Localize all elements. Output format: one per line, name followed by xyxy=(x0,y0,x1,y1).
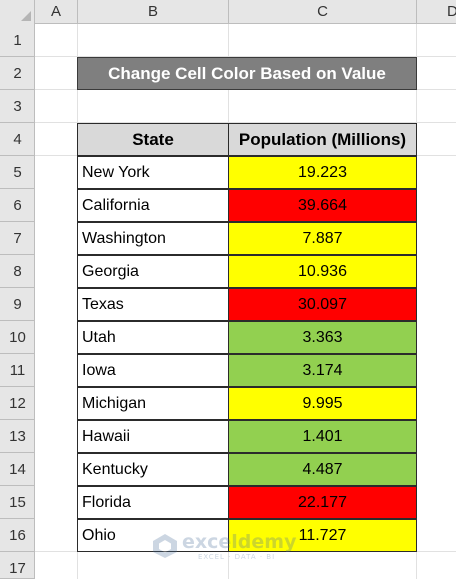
row-header-12[interactable]: 12 xyxy=(0,387,35,420)
state-cell[interactable]: Michigan xyxy=(77,387,229,420)
state-cell[interactable]: Washington xyxy=(77,222,229,255)
row-header-16[interactable]: 16 xyxy=(0,519,35,552)
header-population[interactable]: Population (Millions) xyxy=(228,123,417,156)
state-cell[interactable]: Hawaii xyxy=(77,420,229,453)
row-header-2[interactable]: 2 xyxy=(0,57,35,90)
row-header-3[interactable]: 3 xyxy=(0,90,35,123)
column-header-d[interactable]: D xyxy=(417,0,456,24)
population-cell[interactable]: 7.887 xyxy=(228,222,417,255)
watermark-tagline: EXCEL · DATA · BI xyxy=(198,553,276,561)
state-cell[interactable]: Florida xyxy=(77,486,229,519)
population-cell[interactable]: 22.177 xyxy=(228,486,417,519)
state-cell[interactable]: Georgia xyxy=(77,255,229,288)
state-cell[interactable]: Utah xyxy=(77,321,229,354)
header-state[interactable]: State xyxy=(77,123,229,156)
row-header-5[interactable]: 5 xyxy=(0,156,35,189)
row-header-14[interactable]: 14 xyxy=(0,453,35,486)
row-header-1[interactable]: 1 xyxy=(0,24,35,57)
row-header-17[interactable]: 17 xyxy=(0,552,35,579)
population-cell[interactable]: 4.487 xyxy=(228,453,417,486)
population-cell[interactable]: 9.995 xyxy=(228,387,417,420)
row-header-8[interactable]: 8 xyxy=(0,255,35,288)
population-cell[interactable]: 3.363 xyxy=(228,321,417,354)
state-cell[interactable]: Texas xyxy=(77,288,229,321)
row-header-10[interactable]: 10 xyxy=(0,321,35,354)
sheet-title[interactable]: Change Cell Color Based on Value xyxy=(77,57,417,90)
state-cell[interactable]: New York xyxy=(77,156,229,189)
row-header-15[interactable]: 15 xyxy=(0,486,35,519)
state-cell[interactable]: California xyxy=(77,189,229,222)
column-header-bar: A B C D xyxy=(0,0,456,24)
population-cell[interactable]: 19.223 xyxy=(228,156,417,189)
row-header-7[interactable]: 7 xyxy=(0,222,35,255)
row-header-13[interactable]: 13 xyxy=(0,420,35,453)
population-cell[interactable]: 3.174 xyxy=(228,354,417,387)
select-all-corner[interactable] xyxy=(0,0,35,24)
state-cell[interactable]: Ohio xyxy=(77,519,229,552)
column-header-c[interactable]: C xyxy=(229,0,417,24)
exceldemy-watermark: exceldemy EXCEL · DATA · BI xyxy=(152,531,312,563)
row-header-11[interactable]: 11 xyxy=(0,354,35,387)
population-cell[interactable]: 30.097 xyxy=(228,288,417,321)
population-cell[interactable]: 10.936 xyxy=(228,255,417,288)
population-cell[interactable]: 1.401 xyxy=(228,420,417,453)
gridline xyxy=(35,56,456,57)
row-header-column: 1 2 3 4 5 6 7 8 9 10 11 12 13 14 15 16 1… xyxy=(0,24,35,579)
column-header-b[interactable]: B xyxy=(78,0,229,24)
column-header-a[interactable]: A xyxy=(35,0,78,24)
watermark-name: exceldemy xyxy=(182,531,297,553)
population-cell[interactable]: 11.727 xyxy=(228,519,417,552)
state-cell[interactable]: Iowa xyxy=(77,354,229,387)
select-all-triangle-icon xyxy=(21,11,31,21)
row-header-4[interactable]: 4 xyxy=(0,123,35,156)
row-header-9[interactable]: 9 xyxy=(0,288,35,321)
row-header-6[interactable]: 6 xyxy=(0,189,35,222)
state-cell[interactable]: Kentucky xyxy=(77,453,229,486)
population-cell[interactable]: 39.664 xyxy=(228,189,417,222)
exceldemy-logo-icon xyxy=(153,534,177,558)
gridline xyxy=(35,122,456,123)
